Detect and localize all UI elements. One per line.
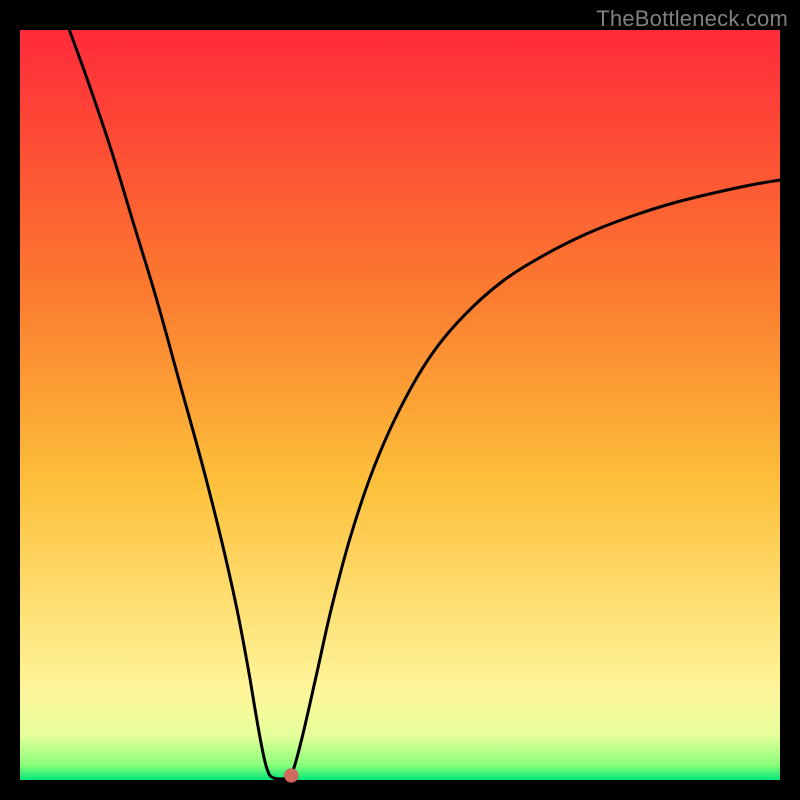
watermark-label: TheBottleneck.com [596,6,788,32]
plot-area [20,30,780,780]
chart-frame: TheBottleneck.com [0,0,800,800]
